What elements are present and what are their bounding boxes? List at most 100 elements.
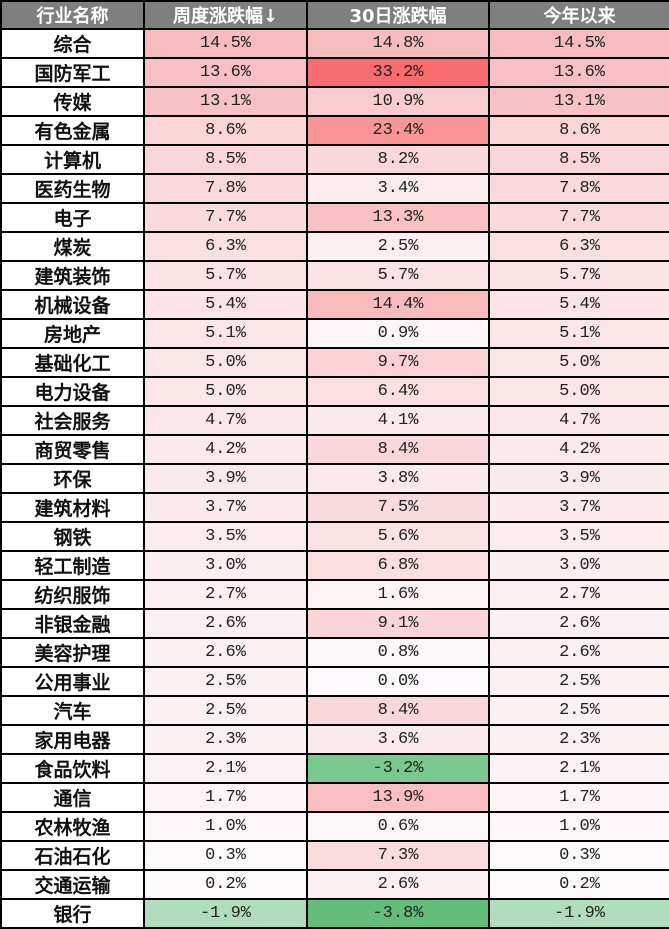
table-row: 社会服务 4.7% 4.1% 4.7% bbox=[0, 405, 669, 436]
table-row: 电力设备 5.0% 6.4% 5.0% bbox=[0, 376, 669, 407]
30day-change-cell: 6.4% bbox=[306, 376, 490, 407]
table-row: 传媒 13.1% 10.9% 13.1% bbox=[0, 86, 669, 117]
industry-name-cell: 建筑装饰 bbox=[0, 260, 145, 291]
header-row: 行业名称 周度涨跌幅↓ 30日涨跌幅 今年以来 bbox=[0, 0, 669, 30]
ytd-change-cell: 13.6% bbox=[488, 57, 669, 88]
weekly-change-cell: 0.3% bbox=[143, 840, 308, 871]
industry-name-cell: 房地产 bbox=[0, 318, 145, 349]
table-row: 纺织服饰 2.7% 1.6% 2.7% bbox=[0, 579, 669, 610]
30day-change-cell: 9.7% bbox=[306, 347, 490, 378]
table-row: 基础化工 5.0% 9.7% 5.0% bbox=[0, 347, 669, 378]
30day-change-cell: 14.8% bbox=[306, 28, 490, 59]
header-industry-name[interactable]: 行业名称 bbox=[0, 0, 145, 30]
30day-change-cell: 2.5% bbox=[306, 231, 490, 262]
table-row: 食品饮料 2.1% -3.2% 2.1% bbox=[0, 753, 669, 784]
weekly-change-cell: 8.6% bbox=[143, 115, 308, 146]
header-30day-change[interactable]: 30日涨跌幅 bbox=[306, 0, 490, 30]
industry-name-cell: 汽车 bbox=[0, 695, 145, 726]
weekly-change-cell: 2.7% bbox=[143, 579, 308, 610]
industry-name-cell: 公用事业 bbox=[0, 666, 145, 697]
ytd-change-cell: 3.5% bbox=[488, 521, 669, 552]
weekly-change-cell: 4.7% bbox=[143, 405, 308, 436]
ytd-change-cell: 0.2% bbox=[488, 869, 669, 900]
ytd-change-cell: 2.1% bbox=[488, 753, 669, 784]
table-row: 石油石化 0.3% 7.3% 0.3% bbox=[0, 840, 669, 871]
ytd-change-cell: 6.3% bbox=[488, 231, 669, 262]
ytd-change-cell: 8.5% bbox=[488, 144, 669, 175]
industry-name-cell: 传媒 bbox=[0, 86, 145, 117]
industry-name-cell: 电子 bbox=[0, 202, 145, 233]
table-row: 公用事业 2.5% 0.0% 2.5% bbox=[0, 666, 669, 697]
table-row: 医药生物 7.8% 3.4% 7.8% bbox=[0, 173, 669, 204]
table-row: 非银金融 2.6% 9.1% 2.6% bbox=[0, 608, 669, 639]
ytd-change-cell: 7.7% bbox=[488, 202, 669, 233]
30day-change-cell: 2.6% bbox=[306, 869, 490, 900]
30day-change-cell: 5.7% bbox=[306, 260, 490, 291]
30day-change-cell: 8.2% bbox=[306, 144, 490, 175]
industry-name-cell: 交通运输 bbox=[0, 869, 145, 900]
ytd-change-cell: 5.0% bbox=[488, 347, 669, 378]
ytd-change-cell: 1.0% bbox=[488, 811, 669, 842]
weekly-change-cell: 2.6% bbox=[143, 637, 308, 668]
weekly-change-cell: 8.5% bbox=[143, 144, 308, 175]
30day-change-cell: 3.6% bbox=[306, 724, 490, 755]
industry-name-cell: 家用电器 bbox=[0, 724, 145, 755]
industry-name-cell: 食品饮料 bbox=[0, 753, 145, 784]
30day-change-cell: 0.6% bbox=[306, 811, 490, 842]
ytd-change-cell: 5.4% bbox=[488, 289, 669, 320]
table-row: 国防军工 13.6% 33.2% 13.6% bbox=[0, 57, 669, 88]
30day-change-cell: 4.1% bbox=[306, 405, 490, 436]
industry-name-cell: 建筑材料 bbox=[0, 492, 145, 523]
30day-change-cell: 10.9% bbox=[306, 86, 490, 117]
weekly-change-cell: 5.7% bbox=[143, 260, 308, 291]
30day-change-cell: 0.0% bbox=[306, 666, 490, 697]
industry-name-cell: 国防军工 bbox=[0, 57, 145, 88]
ytd-change-cell: 2.5% bbox=[488, 666, 669, 697]
weekly-change-cell: 3.9% bbox=[143, 463, 308, 494]
30day-change-cell: 1.6% bbox=[306, 579, 490, 610]
weekly-change-cell: 3.0% bbox=[143, 550, 308, 581]
30day-change-cell: 7.3% bbox=[306, 840, 490, 871]
weekly-change-cell: 5.0% bbox=[143, 347, 308, 378]
ytd-change-cell: 0.3% bbox=[488, 840, 669, 871]
ytd-change-cell: 3.7% bbox=[488, 492, 669, 523]
table-row: 商贸零售 4.2% 8.4% 4.2% bbox=[0, 434, 669, 465]
weekly-change-cell: 4.2% bbox=[143, 434, 308, 465]
weekly-change-cell: 2.6% bbox=[143, 608, 308, 639]
table-row: 计算机 8.5% 8.2% 8.5% bbox=[0, 144, 669, 175]
ytd-change-cell: 4.7% bbox=[488, 405, 669, 436]
ytd-change-cell: 5.1% bbox=[488, 318, 669, 349]
30day-change-cell: 14.4% bbox=[306, 289, 490, 320]
header-ytd-change[interactable]: 今年以来 bbox=[488, 0, 669, 30]
header-weekly-change-sorted[interactable]: 周度涨跌幅↓ bbox=[143, 0, 308, 30]
industry-name-cell: 机械设备 bbox=[0, 289, 145, 320]
industry-name-cell: 基础化工 bbox=[0, 347, 145, 378]
ytd-change-cell: 1.7% bbox=[488, 782, 669, 813]
table-row: 家用电器 2.3% 3.6% 2.3% bbox=[0, 724, 669, 755]
table-row: 轻工制造 3.0% 6.8% 3.0% bbox=[0, 550, 669, 581]
ytd-change-cell: 2.6% bbox=[488, 608, 669, 639]
table-row: 机械设备 5.4% 14.4% 5.4% bbox=[0, 289, 669, 320]
ytd-change-cell: 4.2% bbox=[488, 434, 669, 465]
table-row: 建筑材料 3.7% 7.5% 3.7% bbox=[0, 492, 669, 523]
30day-change-cell: 13.3% bbox=[306, 202, 490, 233]
ytd-change-cell: 14.5% bbox=[488, 28, 669, 59]
weekly-change-cell: 2.5% bbox=[143, 695, 308, 726]
industry-name-cell: 钢铁 bbox=[0, 521, 145, 552]
industry-name-cell: 通信 bbox=[0, 782, 145, 813]
ytd-change-cell: 3.0% bbox=[488, 550, 669, 581]
ytd-change-cell: 7.8% bbox=[488, 173, 669, 204]
weekly-change-cell: 0.2% bbox=[143, 869, 308, 900]
weekly-change-cell: 5.1% bbox=[143, 318, 308, 349]
30day-change-cell: 0.8% bbox=[306, 637, 490, 668]
30day-change-cell: 7.5% bbox=[306, 492, 490, 523]
table-row: 煤炭 6.3% 2.5% 6.3% bbox=[0, 231, 669, 262]
industry-name-cell: 农林牧渔 bbox=[0, 811, 145, 842]
weekly-change-cell: 7.8% bbox=[143, 173, 308, 204]
table-row: 银行 -1.9% -3.8% -1.9% bbox=[0, 898, 669, 929]
industry-name-cell: 电力设备 bbox=[0, 376, 145, 407]
weekly-change-cell: 6.3% bbox=[143, 231, 308, 262]
weekly-change-cell: -1.9% bbox=[143, 898, 308, 929]
30day-change-cell: 6.8% bbox=[306, 550, 490, 581]
